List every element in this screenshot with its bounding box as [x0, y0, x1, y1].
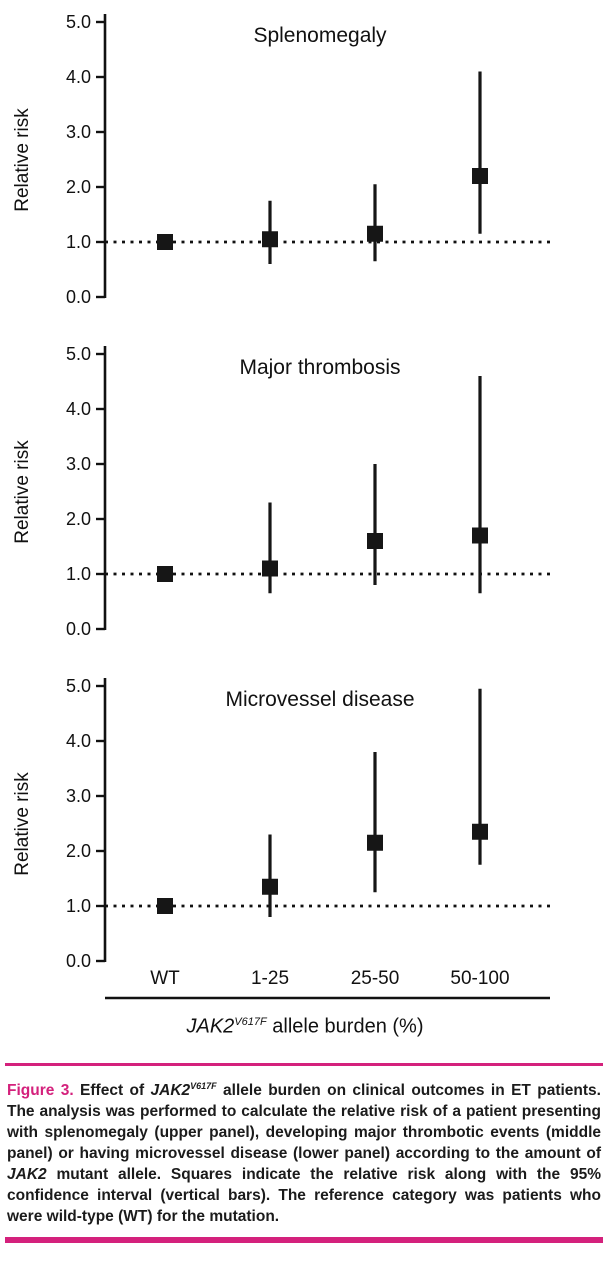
caption-part1: Effect of	[73, 1081, 151, 1099]
y-tick-label: 3.0	[66, 122, 91, 142]
chart-panel-splenomegaly: 0.0 1.0 2.0 3.0 4.0 5.0 Relative risk Splenomeg…	[12, 12, 550, 307]
data-point-marker	[472, 527, 488, 544]
x-axis-gene-superscript: V617F	[234, 1016, 267, 1028]
y-tick-label: 1.0	[66, 564, 91, 584]
caption-part3: mutant allele. Squares indicate the rela…	[7, 1165, 601, 1225]
caption-top-rule	[5, 1062, 603, 1066]
y-tick-label: 4.0	[66, 67, 91, 87]
caption-gene1: JAK2	[150, 1081, 191, 1099]
caption-gene1-superscript: V617F	[190, 1080, 217, 1091]
y-axis-label: Relative risk	[12, 440, 33, 544]
chart-panel-microvessel-disease: 0.0 1.0 2.0 3.0 4.0 5.0 Relative risk Microvess…	[12, 676, 550, 1000]
figure-caption: Figure 3. Effect of JAK2V617F allele bur…	[5, 1062, 603, 1243]
y-tick-label: 2.0	[66, 841, 91, 861]
y-tick-label: 3.0	[66, 786, 91, 806]
data-point-marker	[262, 231, 278, 248]
x-axis-title-rest: allele burden (%)	[266, 1015, 424, 1038]
y-tick-label: 1.0	[66, 232, 91, 252]
x-axis-gene-label: JAK2	[186, 1015, 235, 1038]
figure-label: Figure 3.	[7, 1081, 74, 1099]
caption-bottom-rule	[5, 1236, 603, 1243]
y-tick-label: 2.0	[66, 177, 91, 197]
y-tick-label: 4.0	[66, 731, 91, 751]
x-category-label: 50-100	[450, 968, 509, 989]
data-point-marker	[367, 225, 383, 242]
caption-text: Figure 3. Effect of JAK2V617F allele bur…	[7, 1076, 601, 1227]
y-tick-label: 1.0	[66, 896, 91, 916]
caption-gene2: JAK2	[7, 1165, 47, 1183]
figure-3: 0.0 1.0 2.0 3.0 4.0 5.0 Relative risk Splenomeg…	[5, 12, 603, 1243]
chart-panel-major-thrombosis: 0.0 1.0 2.0 3.0 4.0 5.0 Relative risk Major thr…	[12, 344, 550, 639]
data-point-marker	[367, 834, 383, 851]
y-tick-label: 5.0	[66, 344, 91, 364]
data-point-marker	[472, 823, 488, 840]
y-tick-label: 5.0	[66, 12, 91, 32]
y-tick-label: 2.0	[66, 509, 91, 529]
panel-title: Microvessel disease	[225, 688, 414, 711]
y-tick-label: 4.0	[66, 399, 91, 419]
y-tick-label: 0.0	[66, 287, 91, 307]
panel-title: Major thrombosis	[239, 356, 400, 379]
caption-part2: allele burden on clinical outcomes in ET…	[7, 1081, 601, 1162]
y-axis-label: Relative risk	[12, 108, 33, 212]
x-axis-title: JAK2V617F allele burden (%)	[55, 1008, 555, 1041]
x-category-label: 1-25	[251, 968, 289, 989]
data-point-marker	[157, 898, 173, 914]
x-category-label: WT	[150, 968, 180, 989]
y-tick-label: 0.0	[66, 619, 91, 639]
data-point-marker	[367, 533, 383, 549]
y-axis-label: Relative risk	[12, 772, 33, 876]
y-tick-label: 0.0	[66, 951, 91, 971]
x-category-label: 25-50	[351, 968, 400, 989]
y-tick-label: 3.0	[66, 454, 91, 474]
panel-title: Splenomegaly	[253, 24, 387, 47]
data-point-marker	[262, 560, 278, 577]
data-point-marker	[157, 566, 173, 582]
y-tick-label: 5.0	[66, 676, 91, 696]
data-point-marker	[262, 878, 278, 895]
data-point-marker	[472, 168, 488, 184]
data-point-marker	[157, 234, 173, 250]
